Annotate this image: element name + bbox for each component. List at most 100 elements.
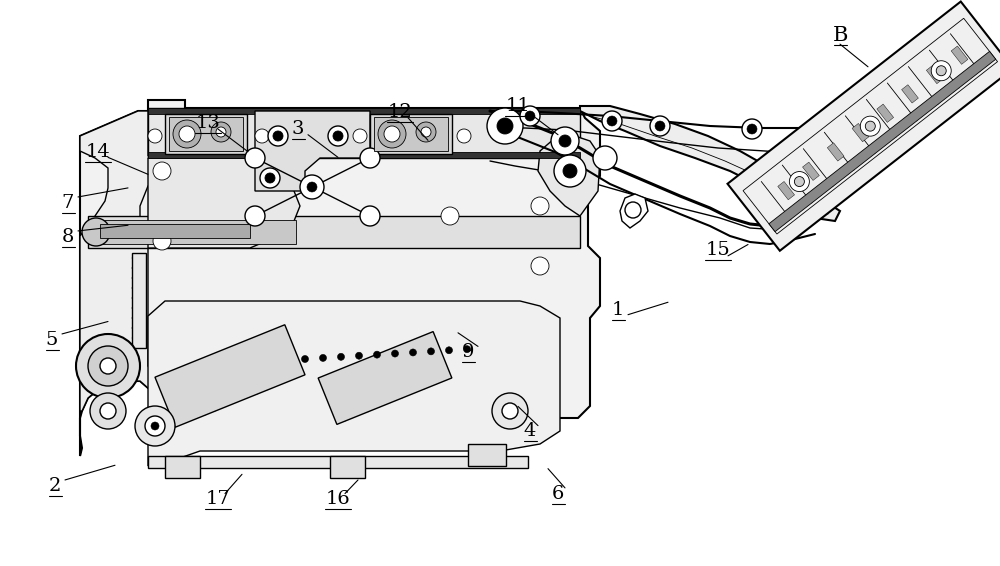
Circle shape [421, 127, 431, 137]
Text: 12: 12 [388, 103, 412, 121]
Text: 4: 4 [524, 422, 536, 440]
Polygon shape [769, 52, 996, 231]
Circle shape [410, 349, 416, 356]
Circle shape [531, 197, 549, 215]
Circle shape [655, 121, 665, 131]
Circle shape [320, 354, 326, 362]
Circle shape [554, 155, 586, 187]
Circle shape [268, 126, 288, 146]
Circle shape [525, 111, 535, 121]
Circle shape [747, 124, 757, 134]
Circle shape [794, 177, 804, 187]
Circle shape [90, 393, 126, 429]
Text: 5: 5 [46, 331, 58, 349]
Polygon shape [620, 194, 648, 228]
Text: 15: 15 [706, 241, 730, 259]
Circle shape [625, 202, 641, 218]
Polygon shape [827, 143, 844, 161]
Bar [88, 216, 580, 248]
Text: 3: 3 [292, 120, 304, 138]
Circle shape [865, 121, 875, 131]
Circle shape [360, 206, 380, 226]
Circle shape [135, 406, 175, 446]
Circle shape [300, 175, 324, 199]
Circle shape [936, 66, 946, 76]
Circle shape [559, 135, 571, 147]
Polygon shape [80, 100, 600, 456]
Circle shape [428, 348, 434, 355]
Bar [374, 117, 448, 151]
Bar [169, 117, 243, 151]
Polygon shape [148, 108, 580, 158]
Bar [468, 444, 506, 466]
Polygon shape [148, 158, 300, 248]
Circle shape [302, 355, 308, 362]
Circle shape [148, 129, 162, 143]
Circle shape [100, 358, 116, 374]
Circle shape [446, 347, 452, 354]
Text: 8: 8 [62, 228, 74, 246]
Polygon shape [803, 162, 819, 181]
Circle shape [360, 148, 380, 168]
Circle shape [602, 111, 622, 131]
Circle shape [173, 120, 201, 148]
Bar [165, 114, 247, 154]
Circle shape [520, 106, 540, 126]
Circle shape [650, 116, 670, 136]
Polygon shape [155, 325, 305, 427]
Circle shape [441, 207, 459, 225]
Circle shape [145, 416, 165, 436]
Text: 1: 1 [612, 301, 624, 319]
Bar [148, 456, 528, 468]
Circle shape [260, 168, 280, 188]
Circle shape [487, 108, 523, 144]
Text: 9: 9 [462, 343, 474, 361]
Text: 6: 6 [552, 484, 564, 503]
Text: 2: 2 [49, 477, 61, 495]
Circle shape [551, 127, 579, 155]
Circle shape [378, 120, 406, 148]
Circle shape [607, 116, 617, 126]
Circle shape [88, 346, 128, 386]
Circle shape [563, 164, 577, 178]
Polygon shape [728, 2, 1000, 251]
Circle shape [457, 129, 471, 143]
Circle shape [353, 129, 367, 143]
Text: B: B [832, 25, 848, 45]
Circle shape [498, 129, 512, 143]
Circle shape [492, 393, 528, 429]
Circle shape [416, 122, 436, 142]
Circle shape [245, 148, 265, 168]
Circle shape [82, 218, 110, 246]
Circle shape [153, 232, 171, 250]
Text: 11: 11 [506, 97, 530, 115]
Circle shape [328, 126, 348, 146]
Bar [148, 152, 580, 158]
Bar [132, 253, 146, 348]
Circle shape [497, 118, 513, 134]
Circle shape [789, 171, 809, 191]
Circle shape [333, 131, 343, 141]
Text: 13: 13 [196, 114, 220, 132]
Polygon shape [902, 85, 918, 103]
Circle shape [307, 182, 317, 192]
Circle shape [273, 131, 283, 141]
Polygon shape [926, 65, 943, 84]
Circle shape [76, 334, 140, 398]
Text: 17: 17 [206, 490, 230, 508]
Circle shape [374, 351, 380, 358]
Circle shape [245, 206, 265, 226]
Polygon shape [538, 136, 600, 216]
Bar [148, 108, 580, 114]
Circle shape [356, 352, 362, 359]
Circle shape [464, 346, 471, 353]
Text: 16: 16 [326, 490, 350, 508]
Circle shape [216, 127, 226, 137]
Bar [96, 220, 296, 244]
Circle shape [179, 126, 195, 142]
Bar [370, 114, 452, 154]
Bar [330, 456, 365, 478]
Circle shape [531, 257, 549, 275]
Circle shape [338, 353, 344, 361]
Circle shape [502, 403, 518, 419]
